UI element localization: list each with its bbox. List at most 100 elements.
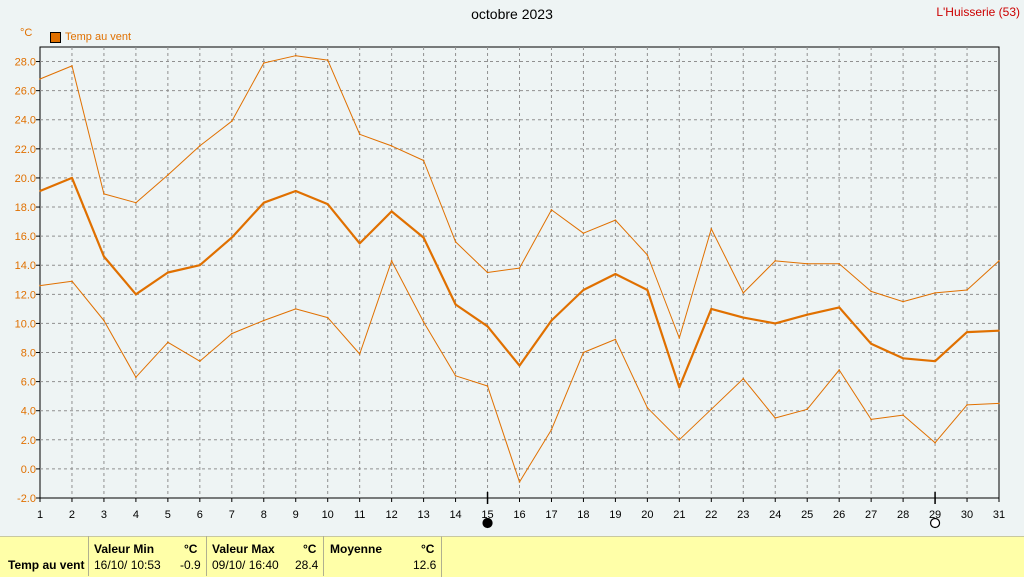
data-point-max (294, 54, 297, 57)
data-point-mean (167, 271, 169, 274)
station-name: L'Huisserie (53) (936, 5, 1020, 19)
full-moon-icon (929, 517, 941, 529)
data-point-min (39, 284, 41, 287)
x-tick-label: 13 (417, 509, 429, 521)
x-tick-label: 7 (229, 509, 235, 521)
data-point-max (870, 290, 872, 293)
new-moon-icon (482, 517, 493, 529)
data-point-min (454, 374, 457, 377)
data-point-max (998, 260, 1000, 262)
data-point-min (422, 321, 425, 323)
chart-title: octobre 2023 (471, 6, 553, 22)
data-point-mean (135, 293, 137, 296)
y-tick-label: 16.0 (15, 231, 36, 243)
y-tick-label: 0.0 (21, 464, 36, 476)
data-point-mean (550, 319, 553, 322)
y-tick-label: 14.0 (15, 260, 36, 272)
data-point-mean (966, 331, 968, 333)
data-point-max (486, 271, 489, 274)
data-point-mean (39, 190, 41, 192)
data-point-min (167, 341, 169, 344)
data-point-min (614, 338, 617, 341)
min-date: 16/10/ 10:53 (94, 558, 161, 572)
footer-divider (206, 536, 207, 576)
data-point-max (646, 254, 649, 256)
x-tick-label: 3 (101, 509, 107, 521)
y-tick-label: -2.0 (17, 493, 36, 505)
data-point-mean (710, 308, 713, 310)
data-point-min (902, 414, 904, 416)
data-point-mean (103, 255, 105, 258)
data-point-max (422, 159, 425, 162)
stats-footer (0, 536, 441, 577)
data-point-max (231, 120, 233, 122)
data-point-max (71, 65, 73, 67)
data-point-min (103, 319, 105, 322)
mean-header: Moyenne (330, 542, 383, 556)
max-unit: °C (303, 542, 317, 556)
x-tick-label: 9 (293, 509, 299, 521)
data-point-mean (902, 357, 904, 360)
data-point-max (390, 145, 393, 147)
x-tick-label: 20 (641, 509, 653, 521)
data-point-min (294, 308, 297, 310)
data-point-min (998, 402, 1000, 405)
data-point-mean (71, 177, 73, 179)
data-point-mean (390, 210, 393, 213)
x-tick-label: 18 (577, 509, 589, 521)
data-point-max (262, 62, 265, 64)
mean-unit: °C (421, 542, 435, 556)
data-point-mean (806, 313, 808, 316)
x-tick-label: 6 (197, 509, 203, 521)
data-point-mean (582, 289, 585, 291)
data-point-min (806, 408, 808, 411)
x-tick-label: 10 (322, 509, 334, 521)
max-header: Valeur Max (212, 542, 275, 556)
data-point-max (710, 228, 713, 230)
data-point-min (518, 481, 521, 483)
y-tick-label: 22.0 (15, 144, 36, 156)
x-tick-label: 16 (513, 509, 525, 521)
data-point-max (454, 241, 457, 243)
data-point-min (486, 385, 489, 387)
data-point-mean (422, 236, 425, 239)
data-point-min (199, 360, 201, 363)
x-tick-label: 17 (545, 509, 557, 521)
data-point-min (838, 369, 840, 371)
footer-divider (88, 536, 89, 576)
y-tick-label: 18.0 (15, 202, 36, 214)
data-point-mean (934, 360, 936, 363)
data-point-mean (870, 342, 872, 345)
data-point-mean (518, 364, 521, 367)
x-tick-label: 14 (449, 509, 461, 521)
data-point-max (582, 232, 585, 235)
data-point-max (966, 289, 968, 291)
data-point-mean (454, 303, 457, 306)
min-value: -0.9 (180, 558, 201, 572)
data-point-max (358, 133, 361, 136)
x-tick-label: 30 (961, 509, 973, 521)
data-point-max (326, 59, 329, 61)
data-point-min (550, 428, 553, 431)
legend-label: Temp au vent (65, 31, 132, 43)
mean-value: 12.6 (413, 558, 437, 572)
data-point-max (838, 262, 840, 265)
data-point-mean (486, 325, 489, 328)
data-point-min (231, 332, 233, 335)
x-tick-label: 22 (705, 509, 717, 521)
data-point-max (167, 174, 169, 176)
data-point-min (646, 407, 649, 409)
data-point-max (806, 262, 808, 265)
data-point-mean (774, 322, 777, 325)
x-tick-label: 29 (929, 509, 941, 521)
data-point-mean (678, 386, 681, 389)
data-point-max (135, 201, 137, 204)
x-tick-label: 25 (801, 509, 813, 521)
data-point-min (710, 408, 713, 411)
data-point-max (742, 292, 745, 294)
legend: Temp au vent (50, 31, 131, 43)
data-point-min (678, 439, 681, 441)
stats-footer-empty (441, 536, 1024, 577)
data-point-min (390, 260, 393, 262)
y-tick-label: 12.0 (15, 289, 36, 301)
